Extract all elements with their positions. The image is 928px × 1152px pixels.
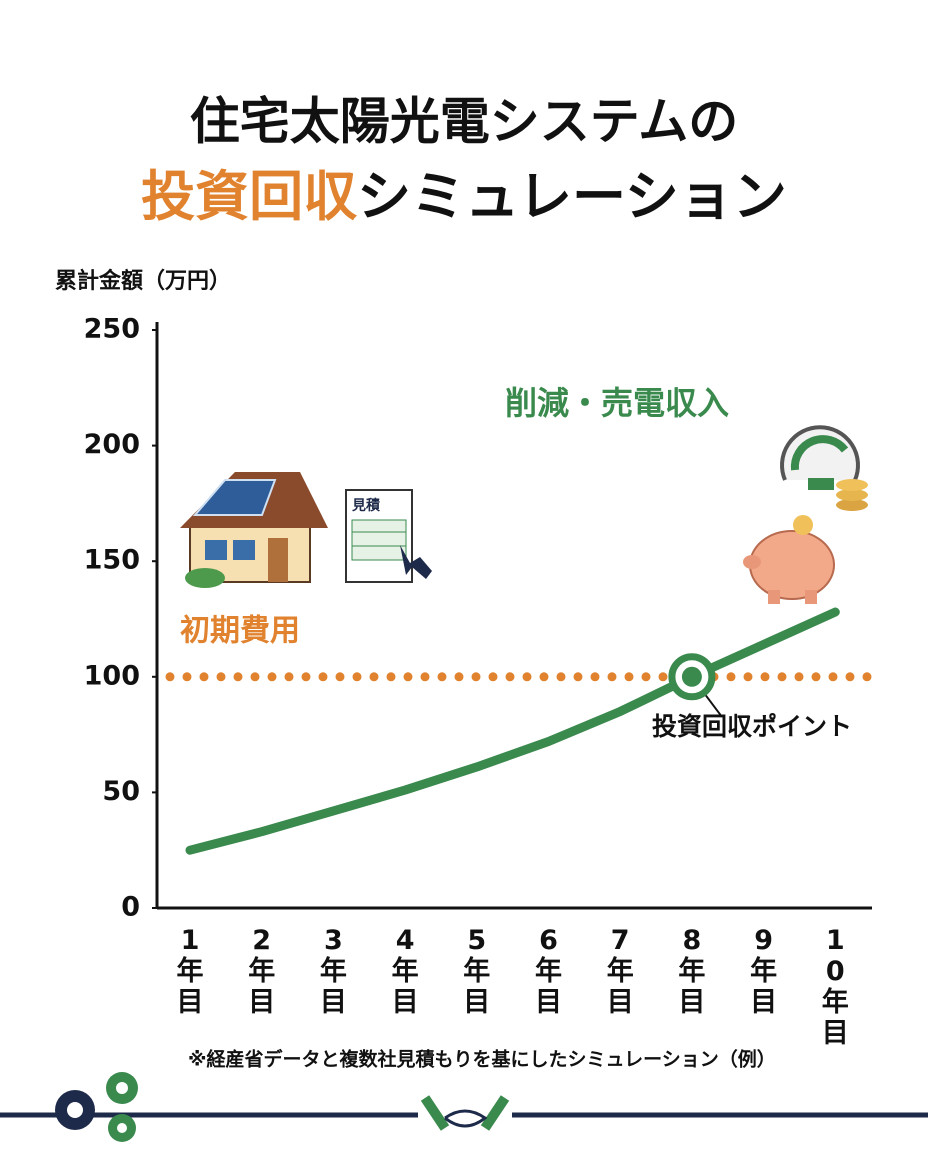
- y-axis-label: 累計金額（万円）: [55, 268, 231, 294]
- house-icon: [180, 472, 328, 588]
- y-tick-label: 50: [102, 776, 140, 807]
- annotation-leader: [703, 692, 723, 718]
- title-rest: シミュレーション: [357, 165, 787, 228]
- x-tick-label: 9年目: [750, 925, 778, 1018]
- x-tick-label: 10年目: [821, 925, 849, 1049]
- x-tick-label: 3年目: [319, 925, 347, 1018]
- piggy-bank-icon: [743, 515, 835, 604]
- title-line-2: 投資回収シミュレーション: [141, 165, 787, 228]
- gauge-icon: [780, 425, 868, 511]
- footer: [0, 1072, 928, 1142]
- series-label: 削減・売電収入: [505, 384, 729, 422]
- annotation-label: 投資回収ポイント: [652, 712, 852, 741]
- x-tick-label: 7年目: [606, 925, 634, 1018]
- payback-marker-core: [681, 666, 702, 687]
- y-tick-label: 250: [84, 314, 140, 345]
- x-tick-label: 8年目: [678, 925, 706, 1018]
- x-tick-label: 5年目: [463, 925, 491, 1018]
- y-tick-label: 100: [84, 660, 140, 691]
- document-label: 見積: [351, 497, 381, 514]
- y-tick-label: 0: [121, 892, 140, 923]
- x-tick-label: 1年目: [176, 925, 204, 1018]
- note: ※経産省データと複数社見積もりを基にしたシミュレーション（例）: [188, 1048, 776, 1071]
- series-line: [185, 607, 840, 855]
- x-tick-label: 4年目: [391, 925, 419, 1018]
- reference-label: 初期費用: [180, 614, 300, 649]
- document-icon: 見積: [345, 489, 432, 583]
- y-tick-label: 150: [84, 545, 140, 576]
- x-tick-label: 6年目: [535, 925, 562, 1018]
- x-tick-label: 2年目: [248, 925, 276, 1018]
- title-highlight: 投資回収: [141, 165, 357, 228]
- title: 住宅太陽光電システムの: [190, 93, 739, 151]
- y-tick-label: 200: [84, 429, 140, 460]
